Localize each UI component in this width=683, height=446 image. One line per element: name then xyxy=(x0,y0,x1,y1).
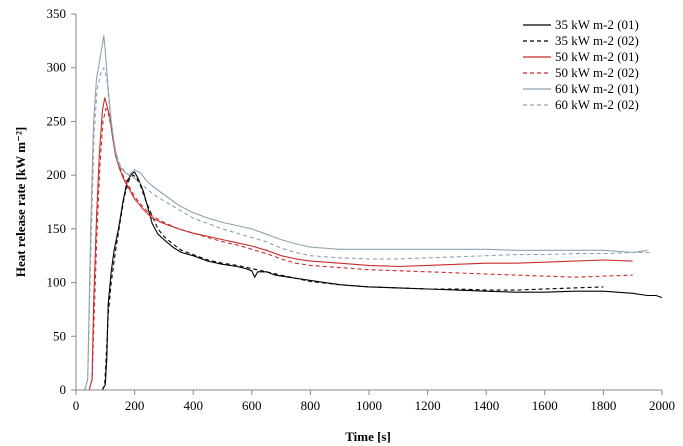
x-tick-label: 200 xyxy=(125,398,145,413)
x-tick-label: 400 xyxy=(183,398,203,413)
legend-label-5: 60 kW m-2 (01) xyxy=(555,81,639,96)
x-tick-label: 800 xyxy=(301,398,321,413)
series-line-4 xyxy=(88,107,633,391)
y-tick-label: 150 xyxy=(47,221,67,236)
y-tick-label: 250 xyxy=(47,113,67,128)
series-line-3 xyxy=(88,97,633,391)
y-tick-label: 350 xyxy=(47,6,67,21)
y-tick-label: 200 xyxy=(47,167,67,182)
legend-label-6: 60 kW m-2 (02) xyxy=(555,97,639,112)
legend: 35 kW m-2 (01)35 kW m-2 (02)50 kW m-2 (0… xyxy=(523,17,639,112)
series-line-2 xyxy=(101,174,604,391)
series-line-5 xyxy=(84,34,648,391)
x-axis-title: Time [s] xyxy=(345,429,391,444)
x-tick-label: 1400 xyxy=(473,398,499,413)
series-layer xyxy=(84,34,663,391)
x-tick-labels: 0 200 400 600 800 1000 1200 1400 1600 1800 2000 xyxy=(73,390,675,413)
legend-label-4: 50 kW m-2 (02) xyxy=(555,65,639,80)
series-line-6 xyxy=(84,67,651,391)
x-tick-label: 0 xyxy=(73,398,80,413)
x-tick-label: 600 xyxy=(242,398,262,413)
y-axis-title: Heat release rate [kW m⁻²] xyxy=(13,127,28,277)
x-tick-label: 1000 xyxy=(356,398,382,413)
x-tick-label: 1200 xyxy=(415,398,441,413)
legend-label-1: 35 kW m-2 (01) xyxy=(555,17,639,32)
y-tick-label: 0 xyxy=(60,382,67,397)
y-tick-labels: 0 50 100 150 200 250 300 350 xyxy=(47,6,76,397)
legend-label-2: 35 kW m-2 (02) xyxy=(555,33,639,48)
x-tick-label: 1800 xyxy=(590,398,616,413)
y-tick-label: 100 xyxy=(47,275,67,290)
series-line-1 xyxy=(101,171,663,391)
legend-label-3: 50 kW m-2 (01) xyxy=(555,49,639,64)
y-tick-label: 300 xyxy=(47,60,67,75)
y-tick-label: 50 xyxy=(53,328,66,343)
x-tick-label: 2000 xyxy=(649,398,675,413)
x-tick-label: 1600 xyxy=(532,398,558,413)
